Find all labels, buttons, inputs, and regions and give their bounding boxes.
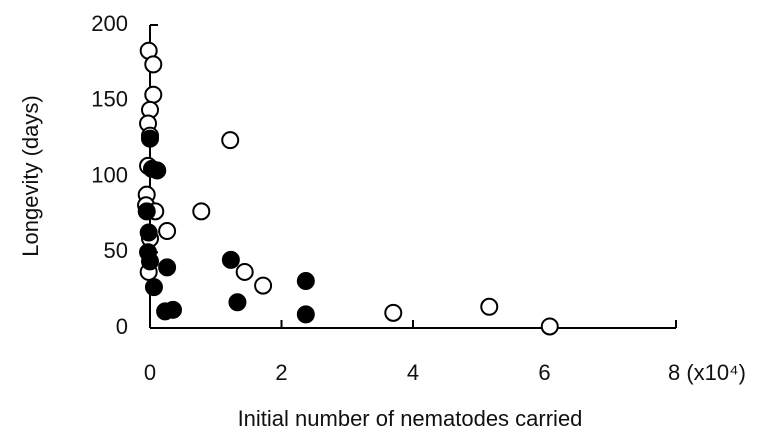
point [384,303,403,322]
point [141,129,159,148]
point [296,305,315,324]
point [235,262,254,281]
point [164,300,183,319]
y-tick-label: 100 [91,162,128,187]
point [148,161,167,180]
x-tick-label: 0 [144,360,156,385]
point [144,278,163,297]
point [254,276,273,295]
y-tick-label: 0 [116,314,128,339]
point [141,252,159,271]
y-tick-label: 150 [91,87,128,112]
x-tick-label: 8 (x10⁴) [668,360,746,385]
point [296,272,315,291]
point [137,202,156,221]
x-axis-label: Initial number of nematodes carried [238,406,583,431]
point [139,223,158,242]
point [480,297,499,316]
y-tick-label: 200 [91,11,128,36]
point [540,317,559,336]
point [144,55,163,74]
point [221,131,240,150]
point [158,258,177,277]
x-tick-label: 4 [407,360,419,385]
point [144,85,163,104]
point [228,293,247,312]
y-tick-label: 50 [104,238,128,263]
point [158,222,177,241]
point [192,202,211,221]
y-axis-label: Longevity (days) [18,95,43,256]
point [221,250,240,269]
x-tick-label: 6 [538,360,550,385]
x-tick-label: 2 [275,360,287,385]
